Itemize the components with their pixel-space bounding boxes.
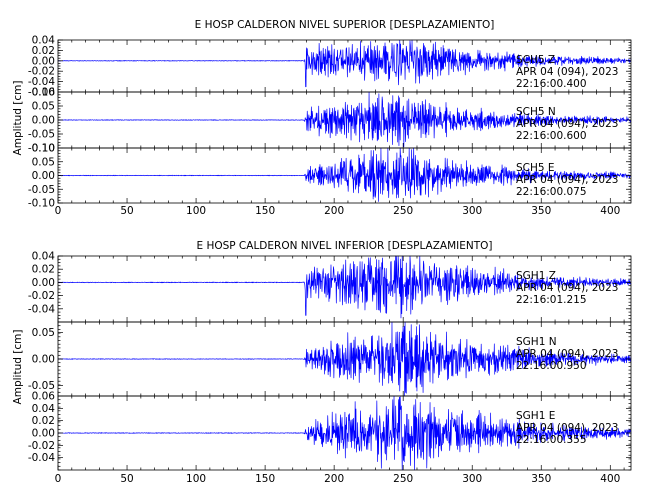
y-tick-label: -0.05 (28, 380, 55, 392)
date-label: APR 04 (094), 2023 (516, 174, 618, 186)
x-tick-label: 200 (324, 473, 344, 485)
y-tick-label: -0.02 (28, 66, 55, 78)
x-tick-label: 300 (462, 473, 482, 485)
y-tick-label: 0.05 (32, 156, 55, 168)
x-tick-label: 0 (55, 205, 62, 217)
x-tick-label: 100 (186, 205, 206, 217)
chart-superior: E HOSP CALDERON NIVEL SUPERIOR [DESPLAZA… (12, 19, 632, 217)
y-tick-label: 0.00 (32, 277, 55, 289)
y-tick-label: 0.05 (32, 327, 55, 339)
chart-title: E HOSP CALDERON NIVEL INFERIOR [DESPLAZA… (196, 240, 492, 252)
y-tick-label: -0.04 (28, 303, 55, 315)
y-tick-label: 0.02 (32, 45, 55, 57)
y-tick-label: 0.00 (32, 170, 55, 182)
chart-title: E HOSP CALDERON NIVEL SUPERIOR [DESPLAZA… (195, 19, 495, 31)
chart-inferior: E HOSP CALDERON NIVEL INFERIOR [DESPLAZA… (12, 240, 632, 485)
x-tick-label: 250 (393, 473, 413, 485)
seismic-trace (57, 91, 632, 148)
y-tick-label: -0.10 (28, 143, 55, 155)
y-tick-label: 0.04 (32, 251, 56, 263)
time-label: 22:16:00.600 (516, 130, 587, 142)
x-tick-label: 250 (393, 205, 413, 217)
time-label: 22:16:00.075 (516, 186, 587, 198)
x-tick-label: 300 (462, 205, 482, 217)
x-tick-label: 400 (600, 473, 620, 485)
x-tick-label: 50 (120, 473, 133, 485)
y-tick-label: 0.04 (32, 403, 56, 415)
y-tick-label: 0.00 (32, 354, 55, 366)
y-tick-label: 0.10 (32, 143, 55, 155)
date-label: APR 04 (094), 2023 (516, 66, 618, 78)
seismic-trace (57, 39, 632, 88)
y-tick-label: 0.10 (32, 87, 55, 99)
x-tick-label: 200 (324, 205, 344, 217)
y-tick-label: 0.00 (32, 55, 55, 67)
station-component-label: SCH5 Z (516, 54, 555, 66)
x-tick-label: 0 (55, 473, 62, 485)
station-component-label: SGH1 E (516, 410, 555, 422)
y-tick-label: -0.04 (28, 76, 55, 88)
date-label: APR 04 (094), 2023 (516, 422, 618, 434)
time-label: 22:16:00.400 (516, 78, 587, 90)
y-tick-label: -0.02 (28, 440, 55, 452)
date-label: APR 04 (094), 2023 (516, 282, 618, 294)
time-label: 22:16:01.215 (516, 294, 587, 306)
y-tick-label: -0.06 (28, 87, 55, 99)
x-tick-label: 100 (186, 473, 206, 485)
x-tick-label: 400 (600, 205, 620, 217)
y-tick-label: -0.02 (28, 290, 55, 302)
y-tick-label: -0.05 (28, 184, 55, 196)
station-component-label: SGH1 N (516, 336, 557, 348)
time-label: 22:16:00.950 (516, 360, 587, 372)
y-tick-label: 0.00 (32, 428, 55, 440)
date-label: APR 04 (094), 2023 (516, 348, 618, 360)
seismic-trace (57, 147, 632, 202)
x-tick-label: 50 (120, 205, 133, 217)
seismic-trace (57, 255, 632, 319)
y-tick-label: 0.05 (32, 101, 55, 113)
station-component-label: SGH1 Z (516, 270, 556, 282)
seismic-trace (57, 321, 632, 397)
seismic-trace (57, 395, 632, 471)
y-tick-label: 0.00 (32, 115, 55, 127)
date-label: APR 04 (094), 2023 (516, 118, 618, 130)
y-tick-label: -0.05 (28, 129, 55, 141)
y-tick-label: 0.02 (32, 415, 55, 427)
x-tick-label: 350 (531, 205, 551, 217)
x-tick-label: 150 (255, 205, 275, 217)
y-axis-label: Amplitud [cm] (12, 81, 24, 156)
time-label: 22:16:00.355 (516, 434, 587, 446)
x-tick-label: 150 (255, 473, 275, 485)
y-tick-label: -0.04 (28, 452, 55, 464)
y-tick-label: 0.02 (32, 264, 55, 276)
y-tick-label: 0.04 (32, 35, 56, 47)
x-tick-label: 350 (531, 473, 551, 485)
station-component-label: SCH5 E (516, 162, 555, 174)
y-tick-label: 0.06 (32, 391, 56, 403)
y-axis-label: Amplitud [cm] (12, 330, 24, 405)
y-tick-label: -0.10 (28, 198, 55, 210)
station-component-label: SCH5 N (516, 106, 556, 118)
